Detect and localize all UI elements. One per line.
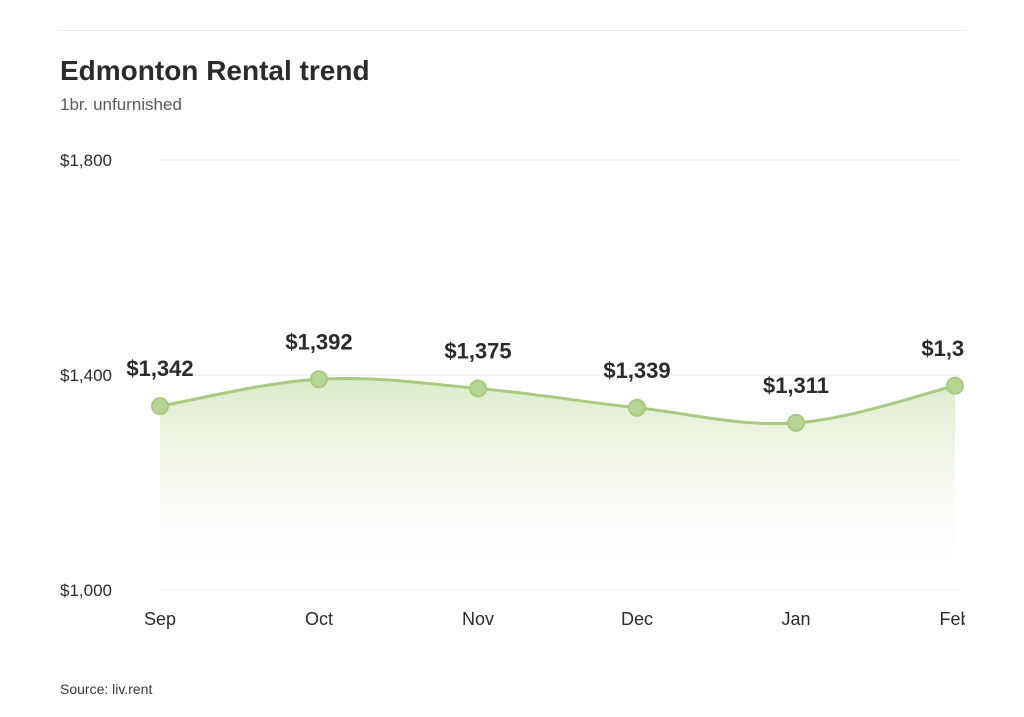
data-point — [629, 400, 645, 416]
x-tick-label: Dec — [621, 609, 653, 629]
y-tick-label: $1,000 — [60, 581, 112, 600]
data-label: $1,311 — [763, 373, 829, 398]
data-label: $1,380 — [921, 336, 965, 361]
data-label: $1,342 — [126, 356, 193, 381]
top-divider — [60, 30, 964, 31]
source-attribution: Source: liv.rent — [60, 681, 152, 697]
x-tick-label: Oct — [305, 609, 333, 629]
data-point — [947, 378, 963, 394]
data-label: $1,392 — [285, 329, 352, 354]
chart-subtitle: 1br. unfurnished — [60, 95, 182, 115]
x-tick-label: Nov — [462, 609, 494, 629]
data-label: $1,339 — [603, 358, 670, 383]
x-tick-label: Feb — [939, 609, 965, 629]
x-tick-label: Jan — [781, 609, 810, 629]
chart-container: $1,000 $1,400 $1,800 $1,342 Sep $1,392 Oct $1,3… — [60, 140, 965, 640]
chart-title: Edmonton Rental trend — [60, 55, 370, 87]
area-fill — [160, 379, 955, 590]
y-tick-label: $1,800 — [60, 151, 112, 170]
data-point — [311, 371, 327, 387]
data-point — [470, 380, 486, 396]
area-chart: $1,000 $1,400 $1,800 $1,342 Sep $1,392 Oct $1,3… — [60, 140, 965, 640]
data-point — [152, 398, 168, 414]
y-tick-label: $1,400 — [60, 366, 112, 385]
x-tick-label: Sep — [144, 609, 176, 629]
data-label: $1,375 — [444, 338, 511, 363]
data-point — [788, 415, 804, 431]
